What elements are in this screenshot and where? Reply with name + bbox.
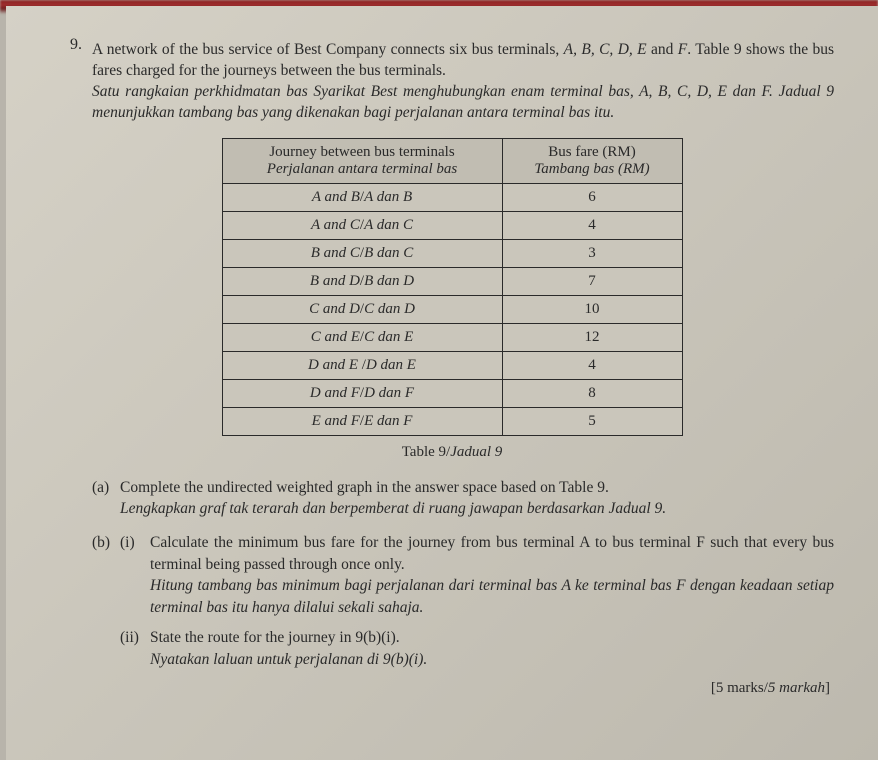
journey-cell: B and D/B dan D [222, 267, 502, 295]
pair-en: A and C [311, 217, 360, 233]
table-row: E and F/E dan F 5 [222, 407, 682, 435]
part-b-label: (b) [92, 532, 120, 699]
question-parts: (a) Complete the undirected weighted gra… [92, 477, 834, 700]
b-ii-ms: Nyatakan laluan untuk perjalanan di 9(b)… [150, 651, 427, 668]
part-b-body: (i) Calculate the minimum bus fare for t… [120, 532, 834, 699]
table-row: C and D/C dan D 10 [222, 295, 682, 323]
header-journey-ms: Perjalanan antara terminal bas [237, 161, 488, 178]
table-caption: Table 9/Jadual 9 [70, 444, 834, 461]
table-row: C and E/C dan E 12 [222, 323, 682, 351]
fare-cell: 5 [502, 407, 682, 435]
part-a-ms: Lengkapkan graf tak terarah dan berpembe… [120, 500, 666, 517]
pair-en: D and E [308, 357, 362, 373]
fare-cell: 3 [502, 239, 682, 267]
b-i-ms: Hitung tambang bas minimum bagi perjalan… [150, 577, 834, 616]
journey-cell: C and E/C dan E [222, 323, 502, 351]
part-a-en: Complete the undirected weighted graph i… [120, 479, 609, 496]
b-ii-en: State the route for the journey in 9(b)(… [150, 629, 400, 646]
pair-ms: D dan E [366, 357, 416, 373]
subpart-b-i-label: (i) [120, 532, 150, 619]
subpart-b-ii-body: State the route for the journey in 9(b)(… [150, 627, 834, 670]
journey-cell: D and F/D dan F [222, 379, 502, 407]
part-a: (a) Complete the undirected weighted gra… [92, 477, 834, 520]
pair-ms: A dan B [364, 189, 412, 205]
part-b: (b) (i) Calculate the minimum bus fare f… [92, 532, 834, 699]
table-header-journey: Journey between bus terminals Perjalanan… [222, 138, 502, 183]
caption-en: Table 9 [402, 444, 446, 460]
pair-en: B and C [311, 245, 360, 261]
fare-cell: 4 [502, 351, 682, 379]
pair-en: B and D [310, 273, 360, 289]
journey-cell: E and F/E dan F [222, 407, 502, 435]
pair-en: A and B [312, 189, 360, 205]
fare-cell: 6 [502, 183, 682, 211]
marks-en: 5 marks [716, 680, 764, 696]
journey-cell: A and B/A dan B [222, 183, 502, 211]
table-header-fare: Bus fare (RM) Tambang bas (RM) [502, 138, 682, 183]
pair-ms: C dan E [364, 329, 413, 345]
pair-ms: B dan D [364, 273, 414, 289]
fare-table: Journey between bus terminals Perjalanan… [222, 138, 683, 436]
journey-cell: C and D/C dan D [222, 295, 502, 323]
pair-ms: C dan D [364, 301, 415, 317]
fare-table-body: A and B/A dan B 6 A and C/A dan C 4 B an… [222, 183, 682, 435]
pair-en: C and E [311, 329, 360, 345]
journey-cell: B and C/B dan C [222, 239, 502, 267]
part-a-label: (a) [92, 477, 120, 520]
fare-cell: 10 [502, 295, 682, 323]
marks-close: ] [825, 680, 830, 696]
header-fare-ms: Tambang bas (RM) [517, 161, 668, 178]
pair-ms: E dan F [364, 413, 412, 429]
fare-cell: 12 [502, 323, 682, 351]
intro-en-terms: A, B, C, D, E [564, 41, 647, 58]
marks-line: [5 marks/5 markah] [120, 678, 834, 699]
pair-ms: A dan C [364, 217, 413, 233]
pair-en: C and D [309, 301, 360, 317]
subpart-b-ii-label: (ii) [120, 627, 150, 670]
exam-page: 9. A network of the bus service of Best … [6, 6, 878, 760]
subpart-b-ii: (ii) State the route for the journey in … [120, 627, 834, 670]
table-header-row: Journey between bus terminals Perjalanan… [222, 138, 682, 183]
caption-ms: Jadual 9 [450, 444, 502, 460]
intro-en-lastterm: F [678, 41, 687, 58]
intro-ms: Satu rangkaian perkhidmatan bas Syarikat… [92, 83, 834, 121]
pair-ms: D dan F [364, 385, 414, 401]
subpart-b-i-body: Calculate the minimum bus fare for the j… [150, 532, 834, 619]
journey-cell: A and C/A dan C [222, 211, 502, 239]
question-number: 9. [70, 36, 82, 54]
intro-en-1: A network of the bus service of Best Com… [92, 41, 564, 58]
question-intro: A network of the bus service of Best Com… [92, 40, 834, 124]
fare-cell: 7 [502, 267, 682, 295]
table-row: B and C/B dan C 3 [222, 239, 682, 267]
header-journey-en: Journey between bus terminals [269, 144, 454, 160]
journey-cell: D and E /D dan E [222, 351, 502, 379]
fare-cell: 4 [502, 211, 682, 239]
table-row: A and B/A dan B 6 [222, 183, 682, 211]
marks-ms: 5 markah [768, 680, 825, 696]
b-i-en: Calculate the minimum bus fare for the j… [150, 534, 834, 573]
fare-cell: 8 [502, 379, 682, 407]
pair-en: E and F [312, 413, 360, 429]
subpart-b-i: (i) Calculate the minimum bus fare for t… [120, 532, 834, 619]
intro-en-and: and [647, 41, 678, 58]
pair-ms: B dan C [364, 245, 413, 261]
pair-en: D and F [310, 385, 360, 401]
table-row: D and E /D dan E 4 [222, 351, 682, 379]
table-row: B and D/B dan D 7 [222, 267, 682, 295]
part-a-body: Complete the undirected weighted graph i… [120, 477, 834, 520]
table-row: D and F/D dan F 8 [222, 379, 682, 407]
header-fare-en: Bus fare (RM) [548, 144, 635, 160]
table-row: A and C/A dan C 4 [222, 211, 682, 239]
